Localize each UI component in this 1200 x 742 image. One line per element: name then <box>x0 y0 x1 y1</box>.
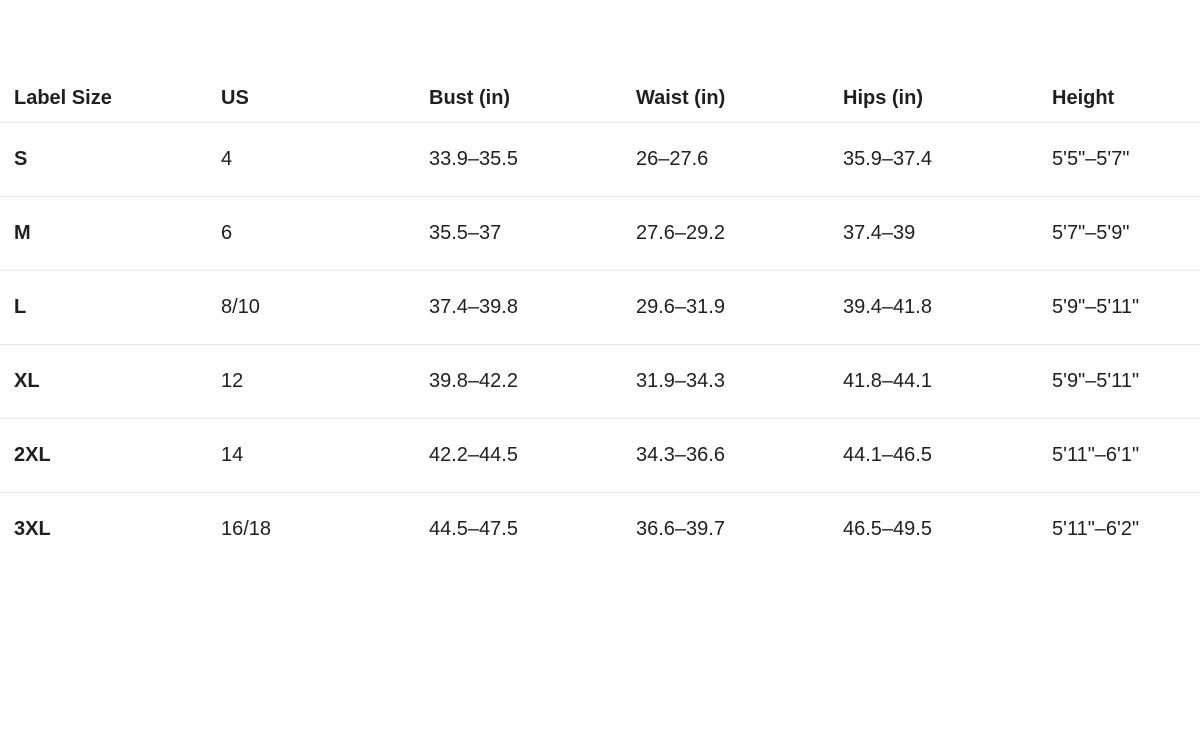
cell-waist: 31.9–34.3 <box>636 344 843 419</box>
cell-hips: 35.9–37.4 <box>843 122 1052 197</box>
cell-label-size: 3XL <box>14 518 51 540</box>
column-header-waist: Waist (in) <box>636 75 843 123</box>
cell-waist: 36.6–39.7 <box>636 518 725 540</box>
size-chart-table: Label Size US Bust (in) Waist (in) Hips … <box>0 75 1200 566</box>
table-row-2xl: 2XL 14 42.2–44.5 34.3–36.6 44.1–46.5 5'1… <box>0 418 1200 493</box>
cell-label-size: XL <box>0 344 221 419</box>
cell-height: 5'9"–5'11" <box>1052 344 1200 419</box>
cell-bust: 39.8–42.2 <box>429 344 636 419</box>
cell-hips: 37.4–39 <box>843 196 1052 271</box>
column-header-bust: Bust (in) <box>429 75 636 123</box>
column-header-hips: Hips (in) <box>843 75 1052 123</box>
cell-bust: 35.5–37 <box>429 196 636 271</box>
table-row-xl: XL 12 39.8–42.2 31.9–34.3 41.8–44.1 5'9"… <box>0 344 1200 419</box>
cell-height: 5'11"–6'1" <box>1052 418 1200 493</box>
size-chart-body: S 4 33.9–35.5 26–27.6 35.9–37.4 5'5"–5'7… <box>0 122 1200 567</box>
cell-waist: 34.3–36.6 <box>636 418 843 493</box>
cell-us: 4 <box>221 122 429 197</box>
cell-bust: 33.9–35.5 <box>429 122 636 197</box>
column-header-height: Height <box>1052 75 1200 123</box>
cell-us: 12 <box>221 344 429 419</box>
cell-height: 5'5"–5'7" <box>1052 122 1200 197</box>
size-chart-header: Label Size US Bust (in) Waist (in) Hips … <box>0 75 1200 123</box>
cell-height: 5'11"–6'2" <box>1052 518 1140 540</box>
cell-waist: 26–27.6 <box>636 122 843 197</box>
cell-us: 8/10 <box>221 270 429 345</box>
column-header-us: US <box>221 75 429 123</box>
cell-height: 5'7"–5'9" <box>1052 196 1200 271</box>
cell-waist: 29.6–31.9 <box>636 270 843 345</box>
header-row: Label Size US Bust (in) Waist (in) Hips … <box>0 75 1200 123</box>
cell-label-size: M <box>0 196 221 271</box>
cell-us: 14 <box>221 418 429 493</box>
table-row-s: S 4 33.9–35.5 26–27.6 35.9–37.4 5'5"–5'7… <box>0 122 1200 197</box>
cell-label-size: L <box>0 270 221 345</box>
cell-height: 5'9"–5'11" <box>1052 270 1200 345</box>
cell-label-size: S <box>0 122 221 197</box>
cell-hips: 44.1–46.5 <box>843 418 1052 493</box>
table-row-m: M 6 35.5–37 27.6–29.2 37.4–39 5'7"–5'9" <box>0 196 1200 271</box>
cell-bust: 44.5–47.5 <box>429 518 518 540</box>
table-row-l: L 8/10 37.4–39.8 29.6–31.9 39.4–41.8 5'9… <box>0 270 1200 345</box>
cell-us: 6 <box>221 196 429 271</box>
column-header-label-size: Label Size <box>0 75 221 123</box>
cell-label-size: 2XL <box>0 418 221 493</box>
cell-bust: 42.2–44.5 <box>429 418 636 493</box>
cell-waist: 27.6–29.2 <box>636 196 843 271</box>
cell-hips: 46.5–49.5 <box>843 518 932 540</box>
table-row-3xl: 3XL 16/18 44.5–47.5 36.6–39.7 46.5–49.5 … <box>0 493 1200 567</box>
cell-us: 16/18 <box>221 518 272 540</box>
cell-hips: 39.4–41.8 <box>843 270 1052 345</box>
cell-bust: 37.4–39.8 <box>429 270 636 345</box>
cell-hips: 41.8–44.1 <box>843 344 1052 419</box>
